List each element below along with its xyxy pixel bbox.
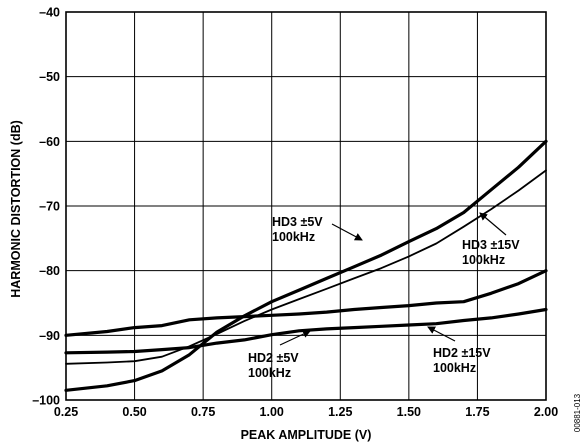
x-tick-label: 0.50: [122, 405, 146, 419]
x-tick-label: 1.75: [465, 405, 489, 419]
annotation-line: HD3 ±15V: [462, 238, 520, 252]
y-tick-label: –90: [39, 329, 60, 343]
y-tick-label: –80: [39, 264, 60, 278]
annotation-arrow: [332, 224, 362, 240]
annotation-label: HD3 ±15V 100kHz: [462, 238, 520, 267]
x-tick-label: 1.50: [397, 405, 421, 419]
annotation-label: HD3 ±5V 100kHz: [272, 215, 323, 244]
annotation-line: HD3 ±5V: [272, 215, 323, 229]
y-axis-title: HARMONIC DISTORTION (dB): [9, 120, 23, 298]
annotation-arrow: [480, 213, 506, 235]
annotation-line: 100kHz: [433, 361, 476, 375]
x-tick-label: 1.25: [328, 405, 352, 419]
figure-id: 00881-013: [573, 393, 582, 432]
annotation-label: HD2 ±15V 100kHz: [433, 346, 491, 375]
x-tick-label: 1.00: [260, 405, 284, 419]
x-tick-label: 0.75: [191, 405, 215, 419]
annotation-line: 100kHz: [462, 253, 505, 267]
annotation-arrow: [428, 327, 455, 341]
series-line: [66, 170, 546, 363]
y-tick-label: –70: [39, 200, 60, 214]
x-tick-label: 0.25: [54, 405, 78, 419]
y-tick-labels: –40–50–60–70–80–90–100: [32, 6, 60, 408]
x-tick-labels: 0.25 0.50 0.75 1.00 1.25 1.50 1.75 2.00: [54, 405, 558, 419]
y-tick-label: –40: [39, 6, 60, 20]
y-tick-label: –50: [39, 70, 60, 84]
annotation-label: HD2 ±5V 100kHz: [248, 351, 299, 380]
x-tick-label: 2.00: [534, 405, 558, 419]
y-tick-label: –60: [39, 135, 60, 149]
annotation-line: 100kHz: [272, 230, 315, 244]
x-axis-title: PEAK AMPLITUDE (V): [241, 428, 372, 442]
annotation-line: HD2 ±15V: [433, 346, 491, 360]
annotation-line: HD2 ±5V: [248, 351, 299, 365]
series-line: [66, 271, 546, 336]
annotation-line: 100kHz: [248, 366, 291, 380]
